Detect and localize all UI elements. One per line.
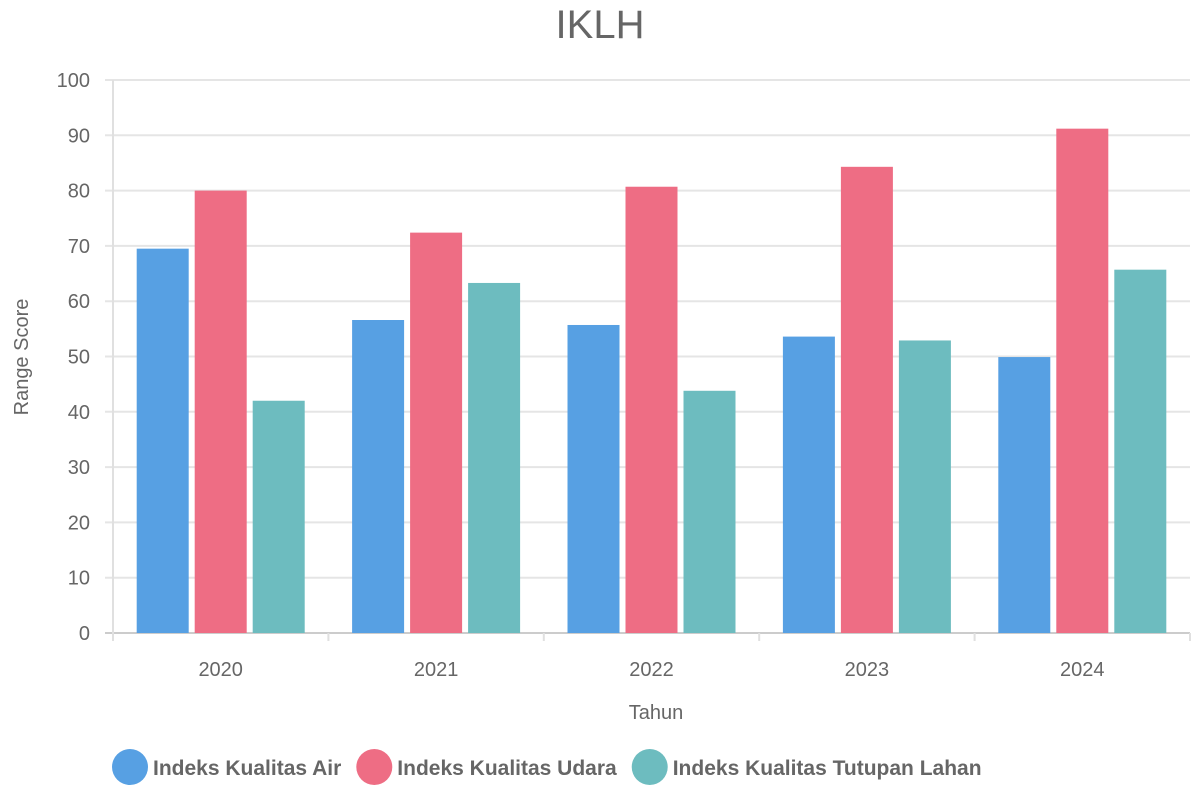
bar-2020-0 <box>136 248 189 634</box>
x-tick-label: 2023 <box>845 659 890 681</box>
y-tick-label: 90 <box>68 125 90 147</box>
x-tick-label: 2020 <box>198 659 243 681</box>
bar-2024-2 <box>1114 269 1167 633</box>
x-tick-label: 2024 <box>1060 659 1105 681</box>
y-tick-label: 0 <box>79 623 90 645</box>
bar-2023-1 <box>840 166 893 634</box>
bar-2021-1 <box>410 232 463 634</box>
y-tick-label: 10 <box>68 568 90 590</box>
y-tick-label: 100 <box>57 70 90 92</box>
y-tick-label: 80 <box>68 181 90 203</box>
y-tick-label: 50 <box>68 347 90 369</box>
legend-label: Indeks Kualitas Tutupan Lahan <box>673 757 982 780</box>
x-tick-label: 2021 <box>414 659 459 681</box>
bar-2024-1 <box>1056 128 1109 633</box>
bar-2023-0 <box>782 336 835 633</box>
bar-2022-1 <box>625 186 678 633</box>
chart-title: IKLH <box>556 3 645 47</box>
bar-2022-0 <box>567 324 620 633</box>
y-axis-label: Range Score <box>11 299 33 416</box>
x-tick-label: 2022 <box>629 659 674 681</box>
bar-2021-0 <box>352 320 405 633</box>
x-axis-label: Tahun <box>629 702 684 724</box>
y-tick-label: 30 <box>68 457 90 479</box>
y-tick-label: 40 <box>68 402 90 424</box>
legend-swatch <box>112 749 148 785</box>
y-tick-label: 70 <box>68 236 90 258</box>
bar-2022-2 <box>683 390 736 633</box>
legend-swatch <box>356 749 393 785</box>
bar-2023-2 <box>898 340 951 633</box>
y-tick-label: 20 <box>68 512 90 534</box>
bar-2020-2 <box>252 400 305 633</box>
legend-swatch <box>631 749 668 785</box>
legend-label: Indeks Kualitas Udara <box>397 757 617 780</box>
bar-2021-2 <box>468 282 521 633</box>
y-tick-label: 60 <box>68 291 90 313</box>
bar-2024-0 <box>998 357 1051 633</box>
legend-label: Indeks Kualitas Air <box>153 757 341 780</box>
bar-2020-1 <box>194 190 247 633</box>
